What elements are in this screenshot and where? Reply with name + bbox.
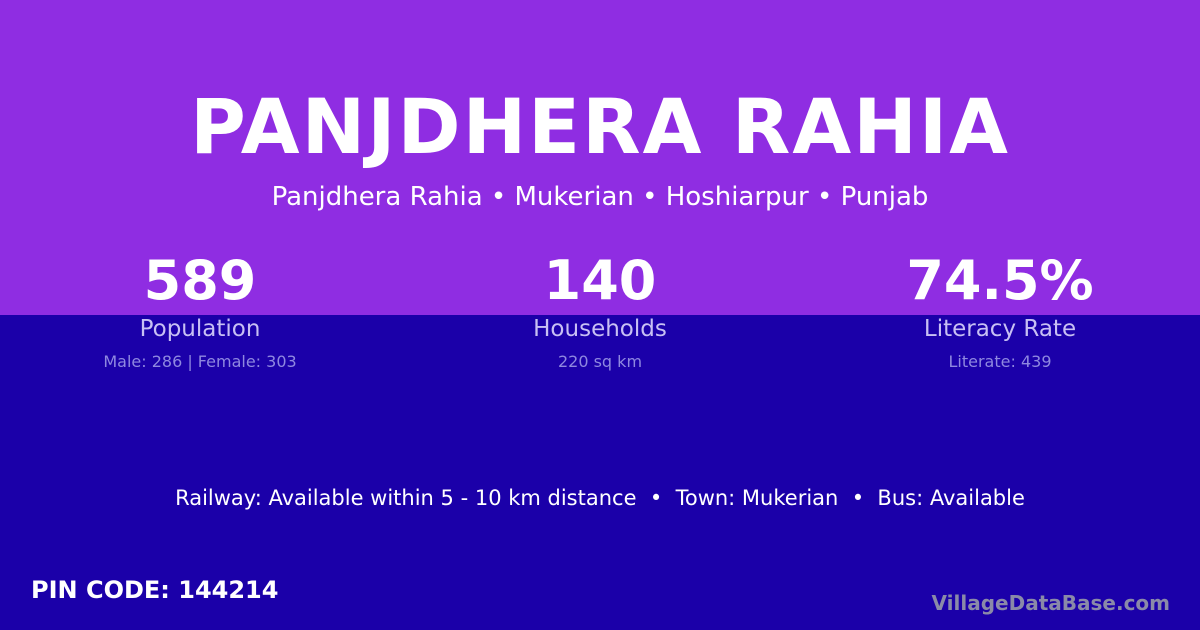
stat-sub: 220 sq km (557, 352, 643, 371)
stat-sub: Male: 286 | Female: 303 (103, 352, 297, 371)
stat-population: 589 Population Male: 286 | Female: 303 (0, 248, 400, 371)
brand-logo: VillageDataBase.com (931, 591, 1170, 615)
stat-label: Households (533, 316, 667, 342)
stat-households: 140 Households 220 sq km (400, 248, 800, 371)
page-title: PANJDHERA RAHIA (190, 82, 1010, 171)
breadcrumb: Panjdhera Rahia • Mukerian • Hoshiarpur … (271, 182, 929, 212)
stat-label: Literacy Rate (923, 316, 1077, 342)
stat-literacy: 74.5% Literacy Rate Literate: 439 (800, 248, 1200, 371)
stat-value: 589 (143, 249, 257, 312)
stat-value: 74.5% (906, 249, 1094, 312)
header-band (0, 0, 1200, 315)
stat-value: 140 (543, 249, 657, 312)
stat-label: Population (139, 316, 261, 342)
pin-code: PIN CODE: 144214 (31, 576, 279, 604)
amenities-info: Railway: Available within 5 - 10 km dist… (175, 486, 1025, 510)
stat-sub: Literate: 439 (948, 352, 1052, 371)
